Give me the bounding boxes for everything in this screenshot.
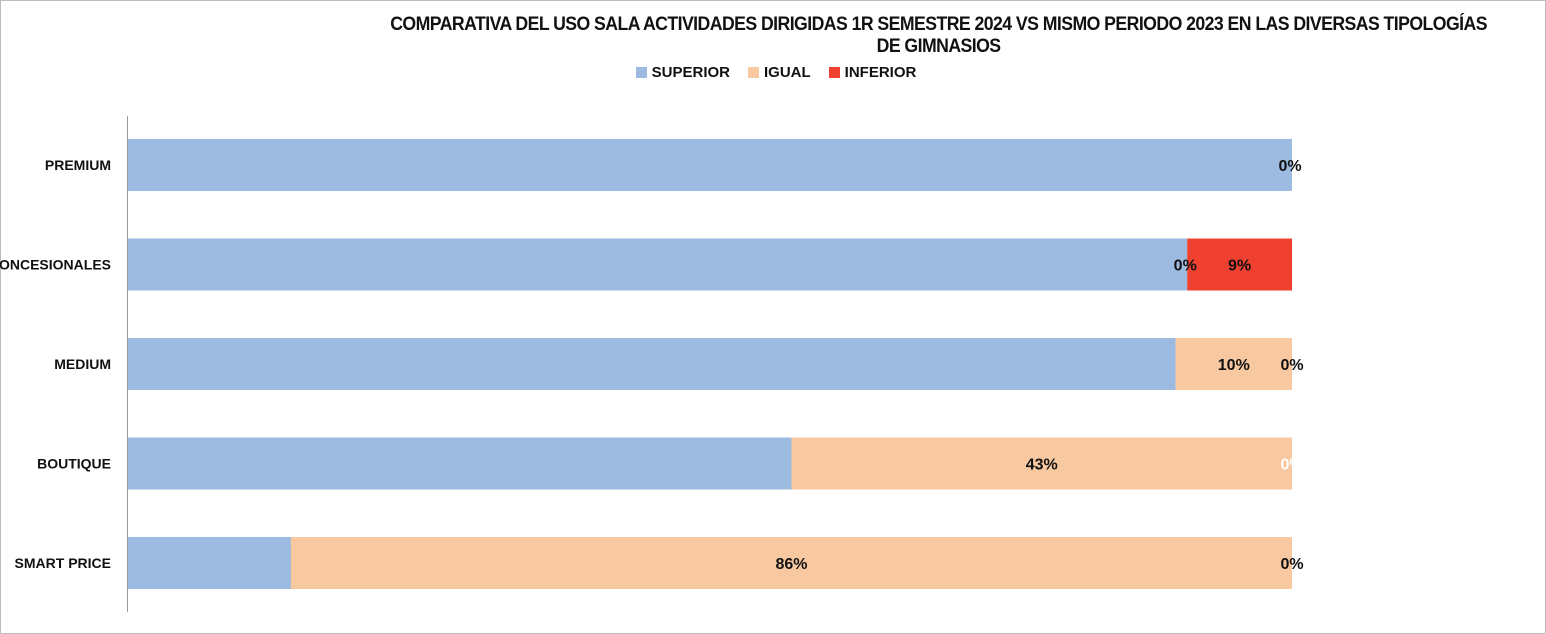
chart-legend: SUPERIOR IGUAL INFERIOR xyxy=(0,64,1546,81)
legend-swatch-superior xyxy=(635,67,647,78)
bar-superior-medium xyxy=(128,338,1176,390)
category-label-smart-price: SMART PRICE xyxy=(15,555,111,571)
bar-superior-smart-price xyxy=(128,537,291,589)
legend-item-inferior[interactable]: INFERIOR xyxy=(828,64,917,81)
legend-item-superior[interactable]: SUPERIOR xyxy=(635,64,730,81)
legend-label-igual: IGUAL xyxy=(764,64,811,81)
data-label-inferior-concesionales: 9% xyxy=(1228,258,1251,275)
category-label-premium: PREMIUM xyxy=(45,157,111,173)
data-label-igual-medium: 10% xyxy=(1218,357,1250,374)
legend-swatch-igual xyxy=(748,67,759,78)
category-label-medium: MEDIUM xyxy=(54,356,111,372)
legend-item-igual[interactable]: IGUAL xyxy=(748,64,811,81)
legend-label-superior: SUPERIOR xyxy=(651,64,730,81)
legend-label-inferior: INFERIOR xyxy=(844,64,917,81)
data-label-inferior-smart-price: 0% xyxy=(1280,556,1303,573)
bar-superior-boutique xyxy=(128,437,792,490)
data-label-igual-boutique: 43% xyxy=(1026,457,1058,474)
bar-igual-smart-price xyxy=(290,537,1293,589)
chart-title: COMPARATIVA DEL USO SALA ACTIVIDADES DIR… xyxy=(390,14,1487,57)
bar-igual-medium xyxy=(1175,338,1292,390)
bar-superior-premium xyxy=(128,139,1292,191)
data-label-igual-smart-price: 86% xyxy=(775,556,807,573)
data-label-inferior-boutique: 0% xyxy=(1280,457,1303,474)
legend-swatch-inferior xyxy=(828,67,840,78)
category-label-concesionales: CONCESIONALES xyxy=(0,257,111,273)
bar-igual-boutique xyxy=(791,437,1292,490)
bar-inferior-concesionales xyxy=(1187,238,1292,291)
data-label-igual-concesionales: 0% xyxy=(1174,258,1197,275)
data-label-inferior-medium: 0% xyxy=(1280,357,1303,374)
bar-superior-concesionales xyxy=(128,238,1188,291)
category-label-boutique: BOUTIQUE xyxy=(37,456,111,472)
data-label-igual-premium: 0% xyxy=(1278,158,1301,175)
